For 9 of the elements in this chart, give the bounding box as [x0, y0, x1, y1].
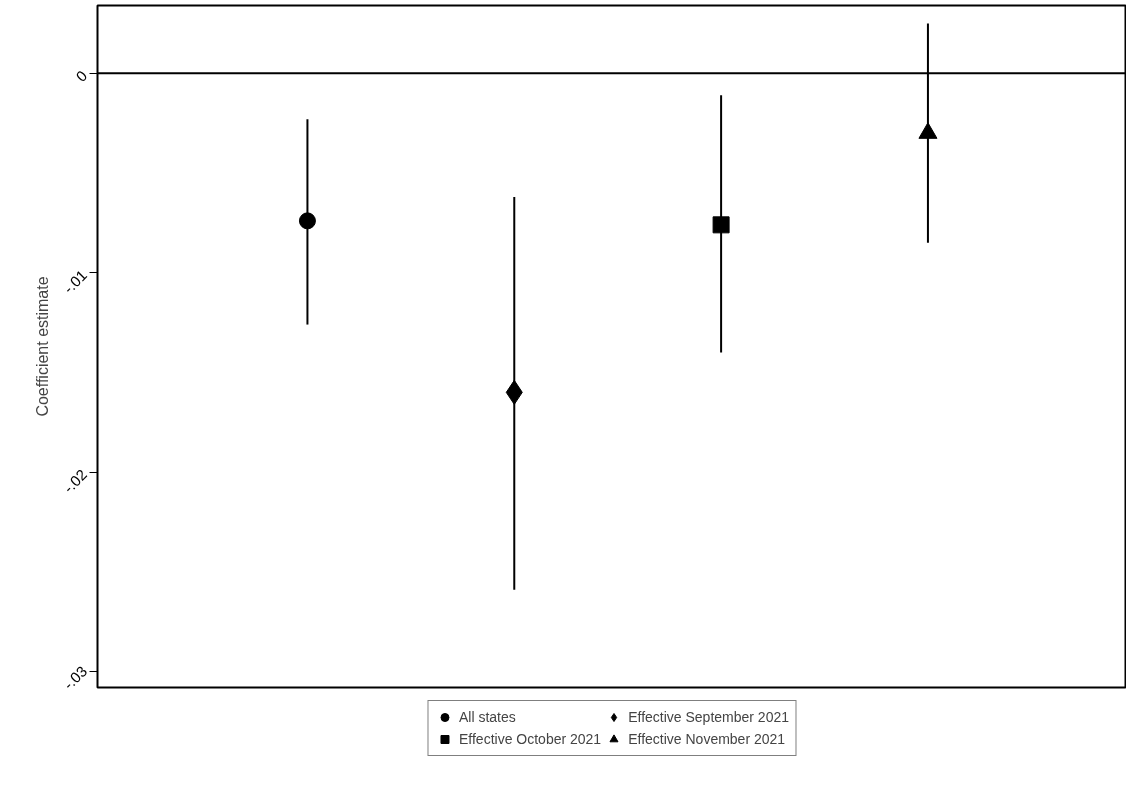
- legend-label: All states: [458, 709, 516, 725]
- y-tick-label: -.02: [59, 465, 91, 497]
- y-tick-label: 0: [72, 66, 91, 85]
- y-tick-label: -.03: [59, 662, 91, 693]
- y-tick-label: -.01: [59, 266, 91, 297]
- legend-label: Effective October 2021: [458, 731, 602, 747]
- y-axis-title: Coefficient estimate: [34, 276, 52, 417]
- legend-label: Effective September 2021: [628, 709, 790, 725]
- legend-label: Effective November 2021: [628, 731, 786, 747]
